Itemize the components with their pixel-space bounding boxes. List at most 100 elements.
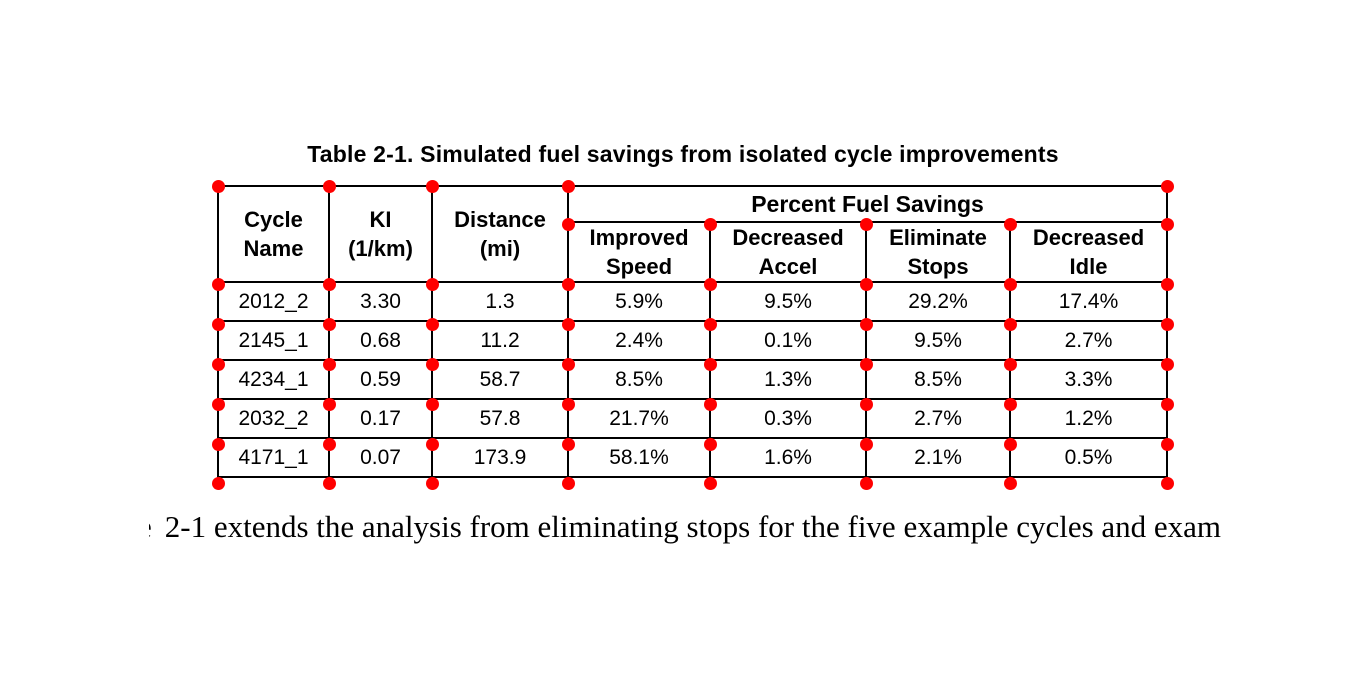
cell-decreased-accel: 1.3% <box>709 359 867 400</box>
col-header-percent-fuel-savings: Percent Fuel Savings <box>566 185 1169 223</box>
cell-cycle-name: 2012_2 <box>217 281 330 322</box>
cell-ki: 0.68 <box>328 320 433 361</box>
clipped-character-fragment: e <box>149 506 152 548</box>
keypoint-marker <box>1160 357 1174 371</box>
keypoint-marker <box>1160 317 1174 331</box>
keypoint-marker <box>211 397 225 411</box>
keypoint-marker <box>322 179 336 193</box>
keypoint-marker <box>703 437 717 451</box>
keypoint-marker <box>561 217 575 231</box>
table-header-row-sub: Improved Speed Decreased Accel Eliminate… <box>218 221 1169 283</box>
table-row: 4234_1 0.59 58.7 8.5% 1.3% 8.5% 3.3% <box>217 359 1169 400</box>
cell-ki: 3.30 <box>328 281 433 322</box>
cell-eliminate-stops: 8.5% <box>865 359 1011 400</box>
keypoint-marker <box>211 437 225 451</box>
cell-distance: 11.2 <box>431 320 569 361</box>
cell-cycle-name: 2032_2 <box>217 398 330 439</box>
keypoint-marker <box>322 277 336 291</box>
cell-ki: 0.07 <box>328 437 433 478</box>
keypoint-marker <box>322 476 336 490</box>
keypoint-marker <box>425 437 439 451</box>
keypoint-marker <box>322 437 336 451</box>
keypoint-marker <box>859 397 873 411</box>
cell-eliminate-stops: 2.7% <box>865 398 1011 439</box>
keypoint-marker <box>425 476 439 490</box>
keypoint-marker <box>561 476 575 490</box>
cell-decreased-accel: 9.5% <box>709 281 867 322</box>
keypoint-marker <box>1003 357 1017 371</box>
keypoint-marker <box>322 317 336 331</box>
keypoint-marker <box>859 357 873 371</box>
table-header-row-top: Cycle Name KI (1/km) Distance (mi) Perce… <box>217 185 1169 283</box>
cell-decreased-idle: 1.2% <box>1008 398 1169 439</box>
cell-decreased-idle: 17.4% <box>1008 281 1169 322</box>
keypoint-marker <box>425 317 439 331</box>
keypoint-marker <box>1160 277 1174 291</box>
col-header-cycle-name: Cycle Name <box>217 185 330 283</box>
keypoint-marker <box>1160 437 1174 451</box>
cell-decreased-idle: 2.7% <box>1008 320 1169 361</box>
keypoint-marker <box>859 437 873 451</box>
cell-distance: 58.7 <box>431 359 569 400</box>
cell-eliminate-stops: 2.1% <box>865 437 1011 478</box>
keypoint-marker <box>1003 437 1017 451</box>
keypoint-marker <box>1160 179 1174 193</box>
keypoint-marker <box>1003 277 1017 291</box>
cell-improved-speed: 8.5% <box>567 359 711 400</box>
fuel-savings-table: Cycle Name KI (1/km) Distance (mi) Perce… <box>217 185 1169 478</box>
table-row: 2145_1 0.68 11.2 2.4% 0.1% 9.5% 2.7% <box>217 320 1169 361</box>
col-header-eliminate-stops: Eliminate Stops <box>865 221 1011 283</box>
keypoint-marker <box>211 277 225 291</box>
cell-cycle-name: 4171_1 <box>217 437 330 478</box>
table-row: 2012_2 3.30 1.3 5.9% 9.5% 29.2% 17.4% <box>217 281 1169 322</box>
keypoint-marker <box>425 397 439 411</box>
keypoint-marker <box>561 357 575 371</box>
keypoint-marker <box>425 357 439 371</box>
keypoint-marker <box>211 357 225 371</box>
keypoint-marker <box>561 277 575 291</box>
table-row: 4171_1 0.07 173.9 58.1% 1.6% 2.1% 0.5% <box>217 437 1169 478</box>
keypoint-marker <box>859 317 873 331</box>
keypoint-marker <box>322 357 336 371</box>
body-paragraph: e 2-1 extends the analysis from eliminati… <box>149 506 1364 554</box>
cell-decreased-accel: 1.6% <box>709 437 867 478</box>
cell-improved-speed: 21.7% <box>567 398 711 439</box>
cell-decreased-accel: 0.1% <box>709 320 867 361</box>
cell-decreased-idle: 0.5% <box>1008 437 1169 478</box>
col-header-decreased-accel: Decreased Accel <box>709 221 867 283</box>
cell-distance: 173.9 <box>431 437 569 478</box>
keypoint-marker <box>859 476 873 490</box>
cell-ki: 0.59 <box>328 359 433 400</box>
keypoint-marker <box>561 437 575 451</box>
keypoint-marker <box>859 277 873 291</box>
keypoint-marker <box>1160 397 1174 411</box>
cell-distance: 57.8 <box>431 398 569 439</box>
col-header-ki: KI (1/km) <box>328 185 433 283</box>
keypoint-marker <box>1003 217 1017 231</box>
keypoint-marker <box>859 217 873 231</box>
col-header-improved-speed: Improved Speed <box>567 221 711 283</box>
table-caption: Table 2-1. Simulated fuel savings from i… <box>307 141 1059 167</box>
cell-cycle-name: 2145_1 <box>217 320 330 361</box>
keypoint-marker <box>211 476 225 490</box>
cell-improved-speed: 5.9% <box>567 281 711 322</box>
keypoint-marker <box>1160 217 1174 231</box>
keypoint-marker <box>703 476 717 490</box>
cell-improved-speed: 58.1% <box>567 437 711 478</box>
keypoint-marker <box>425 179 439 193</box>
cell-ki: 0.17 <box>328 398 433 439</box>
cell-eliminate-stops: 9.5% <box>865 320 1011 361</box>
keypoint-marker <box>703 317 717 331</box>
keypoint-marker <box>322 397 336 411</box>
keypoint-marker <box>561 179 575 193</box>
keypoint-marker <box>211 179 225 193</box>
cell-decreased-idle: 3.3% <box>1008 359 1169 400</box>
body-text: 2-1 extends the analysis from eliminatin… <box>164 509 1222 544</box>
cell-distance: 1.3 <box>431 281 569 322</box>
keypoint-marker <box>561 317 575 331</box>
keypoint-marker <box>703 217 717 231</box>
cell-cycle-name: 4234_1 <box>217 359 330 400</box>
cell-improved-speed: 2.4% <box>567 320 711 361</box>
keypoint-marker <box>703 397 717 411</box>
